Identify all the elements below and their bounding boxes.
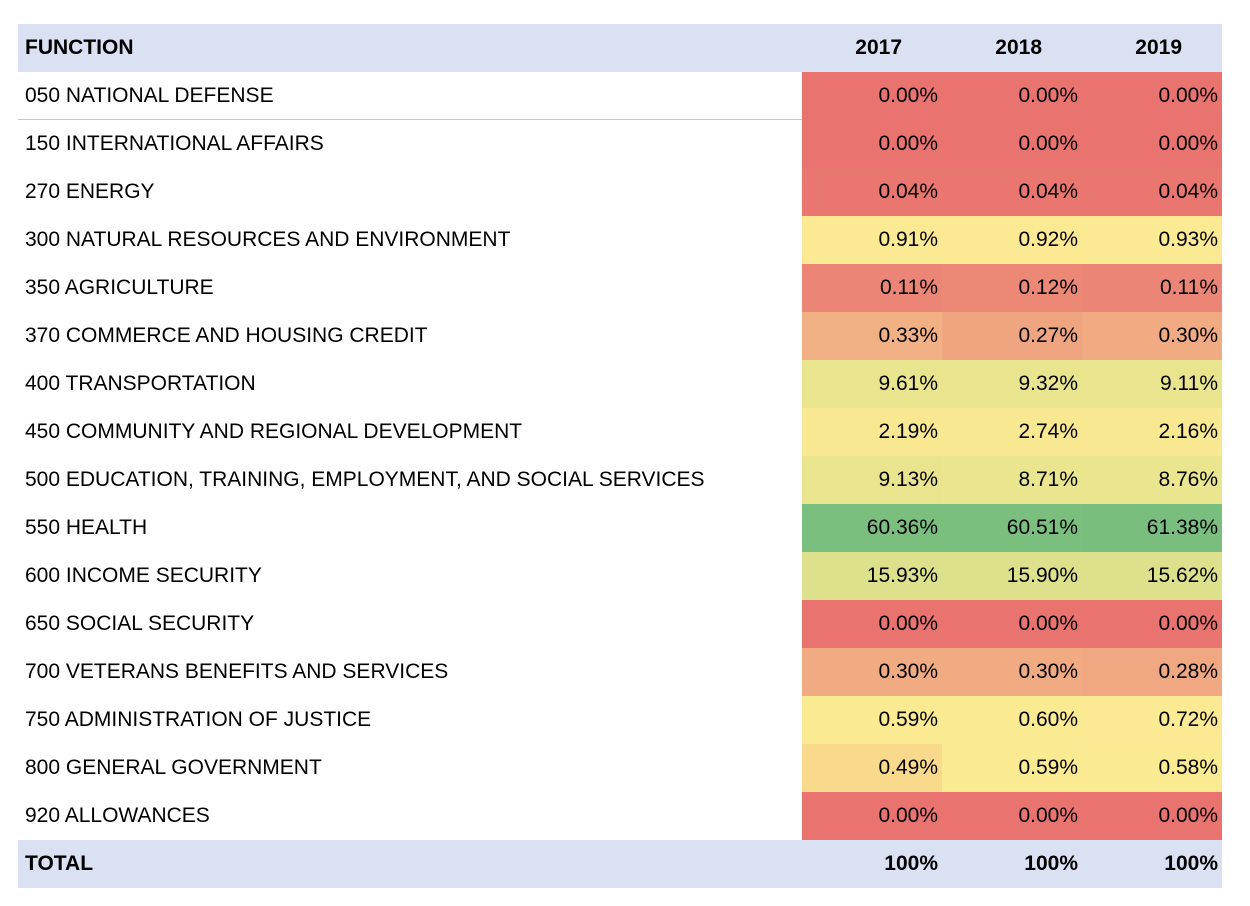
value-cell[interactable]: 15.90% [942, 552, 1082, 600]
value-cell[interactable]: 0.00% [1082, 72, 1222, 120]
value-cell[interactable]: 2.16% [1082, 408, 1222, 456]
total-label[interactable]: TOTAL [25, 852, 94, 875]
value-cell[interactable]: 0.92% [942, 216, 1082, 264]
function-cell[interactable]: 050 NATIONAL DEFENSE [18, 72, 802, 120]
table-row: 270 ENERGY 0.04% 0.04% 0.04% [18, 168, 1222, 216]
value-cell[interactable]: 8.76% [1082, 456, 1222, 504]
value-cell[interactable]: 0.30% [802, 648, 942, 696]
table-row: 370 COMMERCE AND HOUSING CREDIT 0.33% 0.27… [18, 312, 1222, 360]
value-cell[interactable]: 0.04% [1082, 168, 1222, 216]
value-cell[interactable]: 61.38% [1082, 504, 1222, 552]
function-cell[interactable]: 370 COMMERCE AND HOUSING CREDIT [25, 324, 428, 347]
table-row: 350 AGRICULTURE 0.11% 0.12% 0.11% [18, 264, 1222, 312]
function-cell[interactable]: 700 VETERANS BENEFITS AND SERVICES [25, 660, 449, 683]
table-row: 450 COMMUNITY AND REGIONAL DEVELOPMENT 2.… [18, 408, 1222, 456]
total-2017[interactable]: 100% [884, 852, 938, 875]
value-cell[interactable]: 0.91% [802, 216, 942, 264]
value-cell[interactable]: 0.30% [942, 648, 1082, 696]
function-cell[interactable]: 650 SOCIAL SECURITY [25, 612, 255, 635]
value-cell[interactable]: 9.61% [802, 360, 942, 408]
value-cell[interactable]: 15.62% [1082, 552, 1222, 600]
header-year-2019[interactable]: 2019 [1135, 36, 1182, 59]
value-cell[interactable]: 0.72% [1082, 696, 1222, 744]
function-cell[interactable]: 150 INTERNATIONAL AFFAIRS [25, 132, 324, 155]
header-function[interactable]: FUNCTION [25, 36, 134, 59]
value-cell[interactable]: 0.59% [942, 744, 1082, 792]
value-cell[interactable]: 2.19% [802, 408, 942, 456]
table-row: 920 ALLOWANCES 0.00% 0.00% 0.00% [18, 792, 1222, 840]
total-2018[interactable]: 100% [1024, 852, 1078, 875]
table-row: 300 NATURAL RESOURCES AND ENVIRONMENT 0.9… [18, 216, 1222, 264]
function-cell[interactable]: 550 HEALTH [25, 516, 148, 539]
header-year-2018[interactable]: 2018 [995, 36, 1042, 59]
value-cell[interactable]: 60.36% [802, 504, 942, 552]
value-cell[interactable]: 0.04% [942, 168, 1082, 216]
value-cell[interactable]: 60.51% [942, 504, 1082, 552]
value-cell[interactable]: 0.00% [1082, 600, 1222, 648]
value-cell[interactable]: 0.00% [942, 120, 1082, 168]
total-row: TOTAL 100% 100% 100% [18, 840, 1222, 888]
table-row: 800 GENERAL GOVERNMENT 0.49% 0.59% 0.58% [18, 744, 1222, 792]
value-cell[interactable]: 0.59% [802, 696, 942, 744]
value-cell[interactable]: 8.71% [942, 456, 1082, 504]
table-row: 750 ADMINISTRATION OF JUSTICE 0.59% 0.60% 0… [18, 696, 1222, 744]
table-row: 150 INTERNATIONAL AFFAIRS 0.00% 0.00% 0.00% [18, 120, 1222, 168]
value-cell[interactable]: 0.28% [1082, 648, 1222, 696]
function-cell[interactable]: 300 NATURAL RESOURCES AND ENVIRONMENT [25, 228, 511, 251]
table-row: 050 NATIONAL DEFENSE 0.00% 0.00% 0.00% [18, 72, 1222, 120]
value-cell[interactable]: 0.00% [942, 72, 1082, 120]
value-cell[interactable]: 0.12% [942, 264, 1082, 312]
value-cell[interactable]: 0.11% [802, 264, 942, 312]
value-cell[interactable]: 0.58% [1082, 744, 1222, 792]
value-cell[interactable]: 0.33% [802, 312, 942, 360]
table-row: 400 TRANSPORTATION 9.61% 9.32% 9.11% [18, 360, 1222, 408]
value-cell[interactable]: 15.93% [802, 552, 942, 600]
value-cell[interactable]: 0.00% [942, 792, 1082, 840]
value-cell[interactable]: 0.00% [802, 792, 942, 840]
function-cell[interactable]: 450 COMMUNITY AND REGIONAL DEVELOPMENT [25, 420, 523, 443]
function-cell[interactable]: 350 AGRICULTURE [25, 276, 214, 299]
table-row: 700 VETERANS BENEFITS AND SERVICES 0.30% 0… [18, 648, 1222, 696]
table-body: 050 NATIONAL DEFENSE 0.00% 0.00% 0.00% 150 I… [18, 72, 1222, 840]
value-cell[interactable]: 0.11% [1082, 264, 1222, 312]
function-cell[interactable]: 400 TRANSPORTATION [25, 372, 256, 395]
value-cell[interactable]: 9.13% [802, 456, 942, 504]
value-cell[interactable]: 0.04% [802, 168, 942, 216]
function-cell[interactable]: 600 INCOME SECURITY [25, 564, 262, 587]
value-cell[interactable]: 0.00% [802, 120, 942, 168]
value-cell[interactable]: 0.00% [1082, 792, 1222, 840]
function-cell[interactable]: 920 ALLOWANCES [25, 804, 210, 827]
value-cell[interactable]: 9.32% [942, 360, 1082, 408]
value-cell[interactable]: 0.49% [802, 744, 942, 792]
table-row: 550 HEALTH 60.36% 60.51% 61.38% [18, 504, 1222, 552]
table-row: 500 EDUCATION, TRAINING, EMPLOYMENT, AND… [18, 456, 1222, 504]
value-cell[interactable]: 0.00% [802, 600, 942, 648]
value-cell[interactable]: 0.00% [942, 600, 1082, 648]
value-cell[interactable]: 0.00% [802, 72, 942, 120]
function-cell[interactable]: 800 GENERAL GOVERNMENT [25, 756, 322, 779]
function-cell[interactable]: 270 ENERGY [25, 180, 155, 203]
value-cell[interactable]: 9.11% [1082, 360, 1222, 408]
value-cell[interactable]: 0.27% [942, 312, 1082, 360]
value-cell[interactable]: 0.00% [1082, 120, 1222, 168]
value-cell[interactable]: 0.93% [1082, 216, 1222, 264]
function-cell[interactable]: 500 EDUCATION, TRAINING, EMPLOYMENT, AND… [25, 468, 705, 491]
function-cell[interactable]: 750 ADMINISTRATION OF JUSTICE [25, 708, 372, 731]
value-cell[interactable]: 2.74% [942, 408, 1082, 456]
table-row: 600 INCOME SECURITY 15.93% 15.90% 15.62% [18, 552, 1222, 600]
table-row: 650 SOCIAL SECURITY 0.00% 0.00% 0.00% [18, 600, 1222, 648]
header-row: FUNCTION 2017 2018 2019 [18, 24, 1222, 72]
total-2019[interactable]: 100% [1164, 852, 1218, 875]
spreadsheet-table: FUNCTION 2017 2018 2019 050 NATIONAL DEF… [18, 24, 1222, 888]
header-year-2017[interactable]: 2017 [855, 36, 902, 59]
value-cell[interactable]: 0.60% [942, 696, 1082, 744]
value-cell[interactable]: 0.30% [1082, 312, 1222, 360]
